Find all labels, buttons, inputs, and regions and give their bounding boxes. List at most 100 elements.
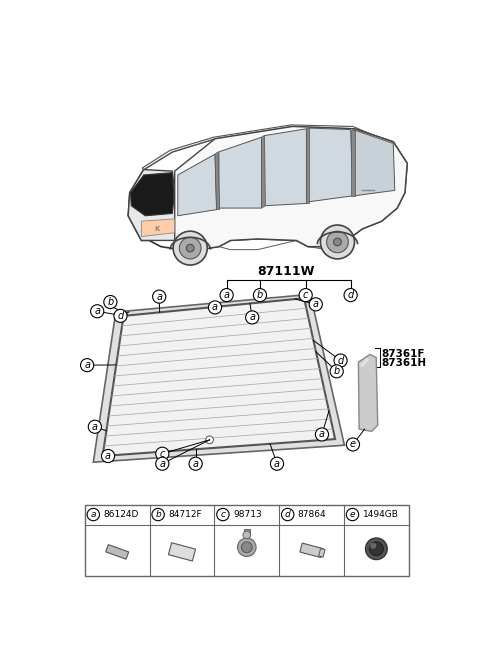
Circle shape (216, 508, 229, 521)
Circle shape (153, 290, 166, 303)
Circle shape (238, 538, 256, 556)
Text: e: e (350, 510, 355, 519)
Text: c: c (220, 510, 226, 519)
Circle shape (370, 543, 376, 549)
Polygon shape (360, 358, 369, 367)
Circle shape (326, 231, 348, 253)
Text: a: a (313, 299, 319, 310)
Text: d: d (348, 290, 354, 300)
Text: a: a (91, 510, 96, 519)
Circle shape (346, 508, 359, 521)
Circle shape (330, 365, 343, 378)
Text: 98713: 98713 (233, 510, 262, 519)
Polygon shape (300, 543, 323, 558)
Polygon shape (103, 298, 335, 456)
Text: b: b (155, 510, 161, 519)
Circle shape (173, 231, 207, 265)
Circle shape (104, 295, 117, 308)
Circle shape (334, 354, 347, 367)
Polygon shape (306, 128, 310, 203)
Circle shape (180, 237, 201, 259)
Text: a: a (156, 292, 162, 302)
Polygon shape (262, 136, 265, 208)
Text: c: c (160, 449, 165, 459)
Bar (85, 504, 409, 576)
Text: 87361H: 87361H (382, 358, 427, 368)
Text: 1494GB: 1494GB (362, 510, 398, 519)
Circle shape (81, 359, 94, 372)
Text: b: b (107, 297, 113, 307)
Text: 86124D: 86124D (103, 510, 139, 519)
Polygon shape (359, 354, 378, 432)
Circle shape (243, 531, 251, 539)
Circle shape (334, 238, 341, 246)
Text: a: a (92, 422, 98, 432)
Polygon shape (168, 543, 195, 561)
Polygon shape (351, 129, 355, 195)
Text: a: a (84, 360, 90, 370)
Bar (244, 529, 250, 537)
Text: a: a (274, 459, 280, 469)
Text: 87111W: 87111W (258, 265, 315, 277)
Polygon shape (319, 548, 325, 557)
Circle shape (186, 244, 194, 252)
Text: b: b (257, 290, 263, 300)
Circle shape (152, 508, 164, 521)
Circle shape (246, 311, 259, 324)
Circle shape (299, 289, 312, 302)
Text: K: K (154, 226, 159, 232)
Circle shape (156, 457, 169, 470)
Circle shape (347, 438, 360, 451)
Circle shape (208, 301, 222, 314)
Circle shape (156, 447, 169, 461)
Text: a: a (105, 451, 111, 461)
Text: a: a (94, 306, 100, 316)
Circle shape (220, 289, 233, 302)
Text: e: e (350, 440, 356, 449)
Circle shape (241, 542, 252, 552)
Text: 84712F: 84712F (168, 510, 202, 519)
Polygon shape (131, 173, 174, 216)
Circle shape (344, 289, 357, 302)
Polygon shape (128, 127, 407, 250)
Polygon shape (308, 128, 353, 202)
Circle shape (370, 542, 384, 556)
Circle shape (87, 508, 99, 521)
Text: d: d (117, 311, 123, 321)
Circle shape (189, 457, 202, 470)
Polygon shape (106, 544, 129, 559)
Circle shape (281, 508, 294, 521)
Polygon shape (215, 152, 220, 210)
Polygon shape (264, 129, 306, 206)
Polygon shape (178, 154, 216, 216)
Text: a: a (159, 459, 165, 469)
Polygon shape (142, 219, 175, 237)
Polygon shape (175, 127, 407, 250)
Text: a: a (319, 430, 325, 440)
Text: c: c (303, 290, 308, 300)
Text: a: a (249, 312, 255, 322)
Text: 87361F: 87361F (382, 348, 425, 359)
Circle shape (315, 428, 328, 441)
Circle shape (91, 305, 104, 318)
Polygon shape (142, 125, 393, 170)
Circle shape (88, 420, 101, 434)
Circle shape (101, 449, 115, 462)
Polygon shape (128, 170, 175, 240)
Circle shape (114, 310, 127, 323)
Circle shape (206, 436, 214, 443)
Text: 87864: 87864 (298, 510, 326, 519)
Text: a: a (192, 459, 199, 469)
Polygon shape (353, 129, 395, 195)
Circle shape (321, 225, 355, 259)
Text: a: a (224, 290, 229, 300)
Text: a: a (212, 302, 218, 312)
Text: d: d (337, 356, 344, 365)
Circle shape (365, 538, 387, 560)
Polygon shape (219, 137, 262, 208)
Circle shape (270, 457, 284, 470)
Polygon shape (93, 295, 345, 462)
Circle shape (309, 298, 323, 311)
Circle shape (253, 289, 266, 302)
Text: b: b (334, 366, 340, 377)
